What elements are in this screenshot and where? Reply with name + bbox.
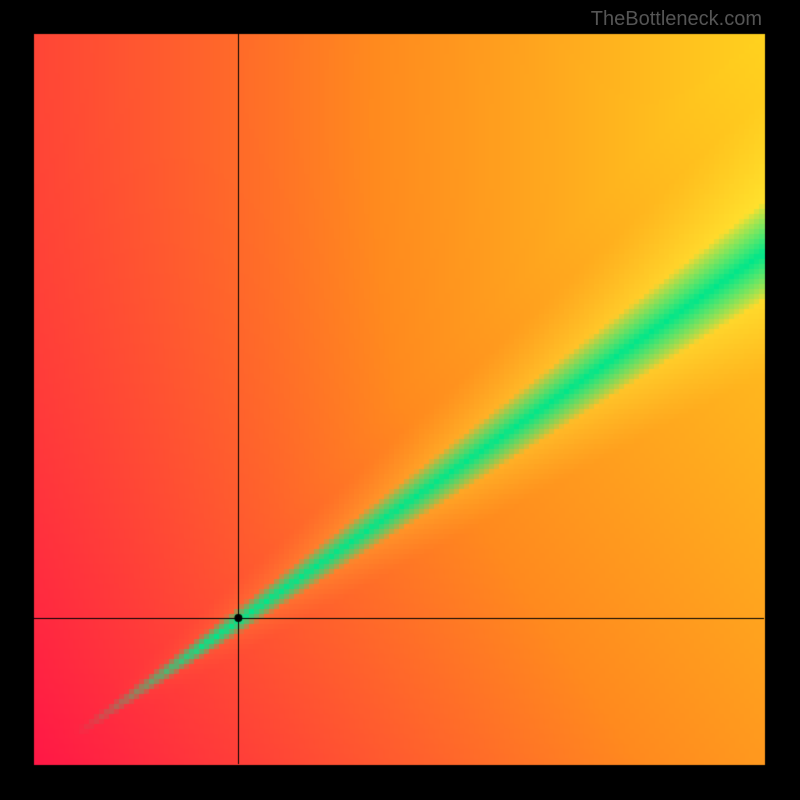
- watermark-text: TheBottleneck.com: [591, 8, 762, 31]
- chart-container: TheBottleneck.com: [0, 0, 800, 800]
- bottleneck-heatmap: [0, 0, 800, 800]
